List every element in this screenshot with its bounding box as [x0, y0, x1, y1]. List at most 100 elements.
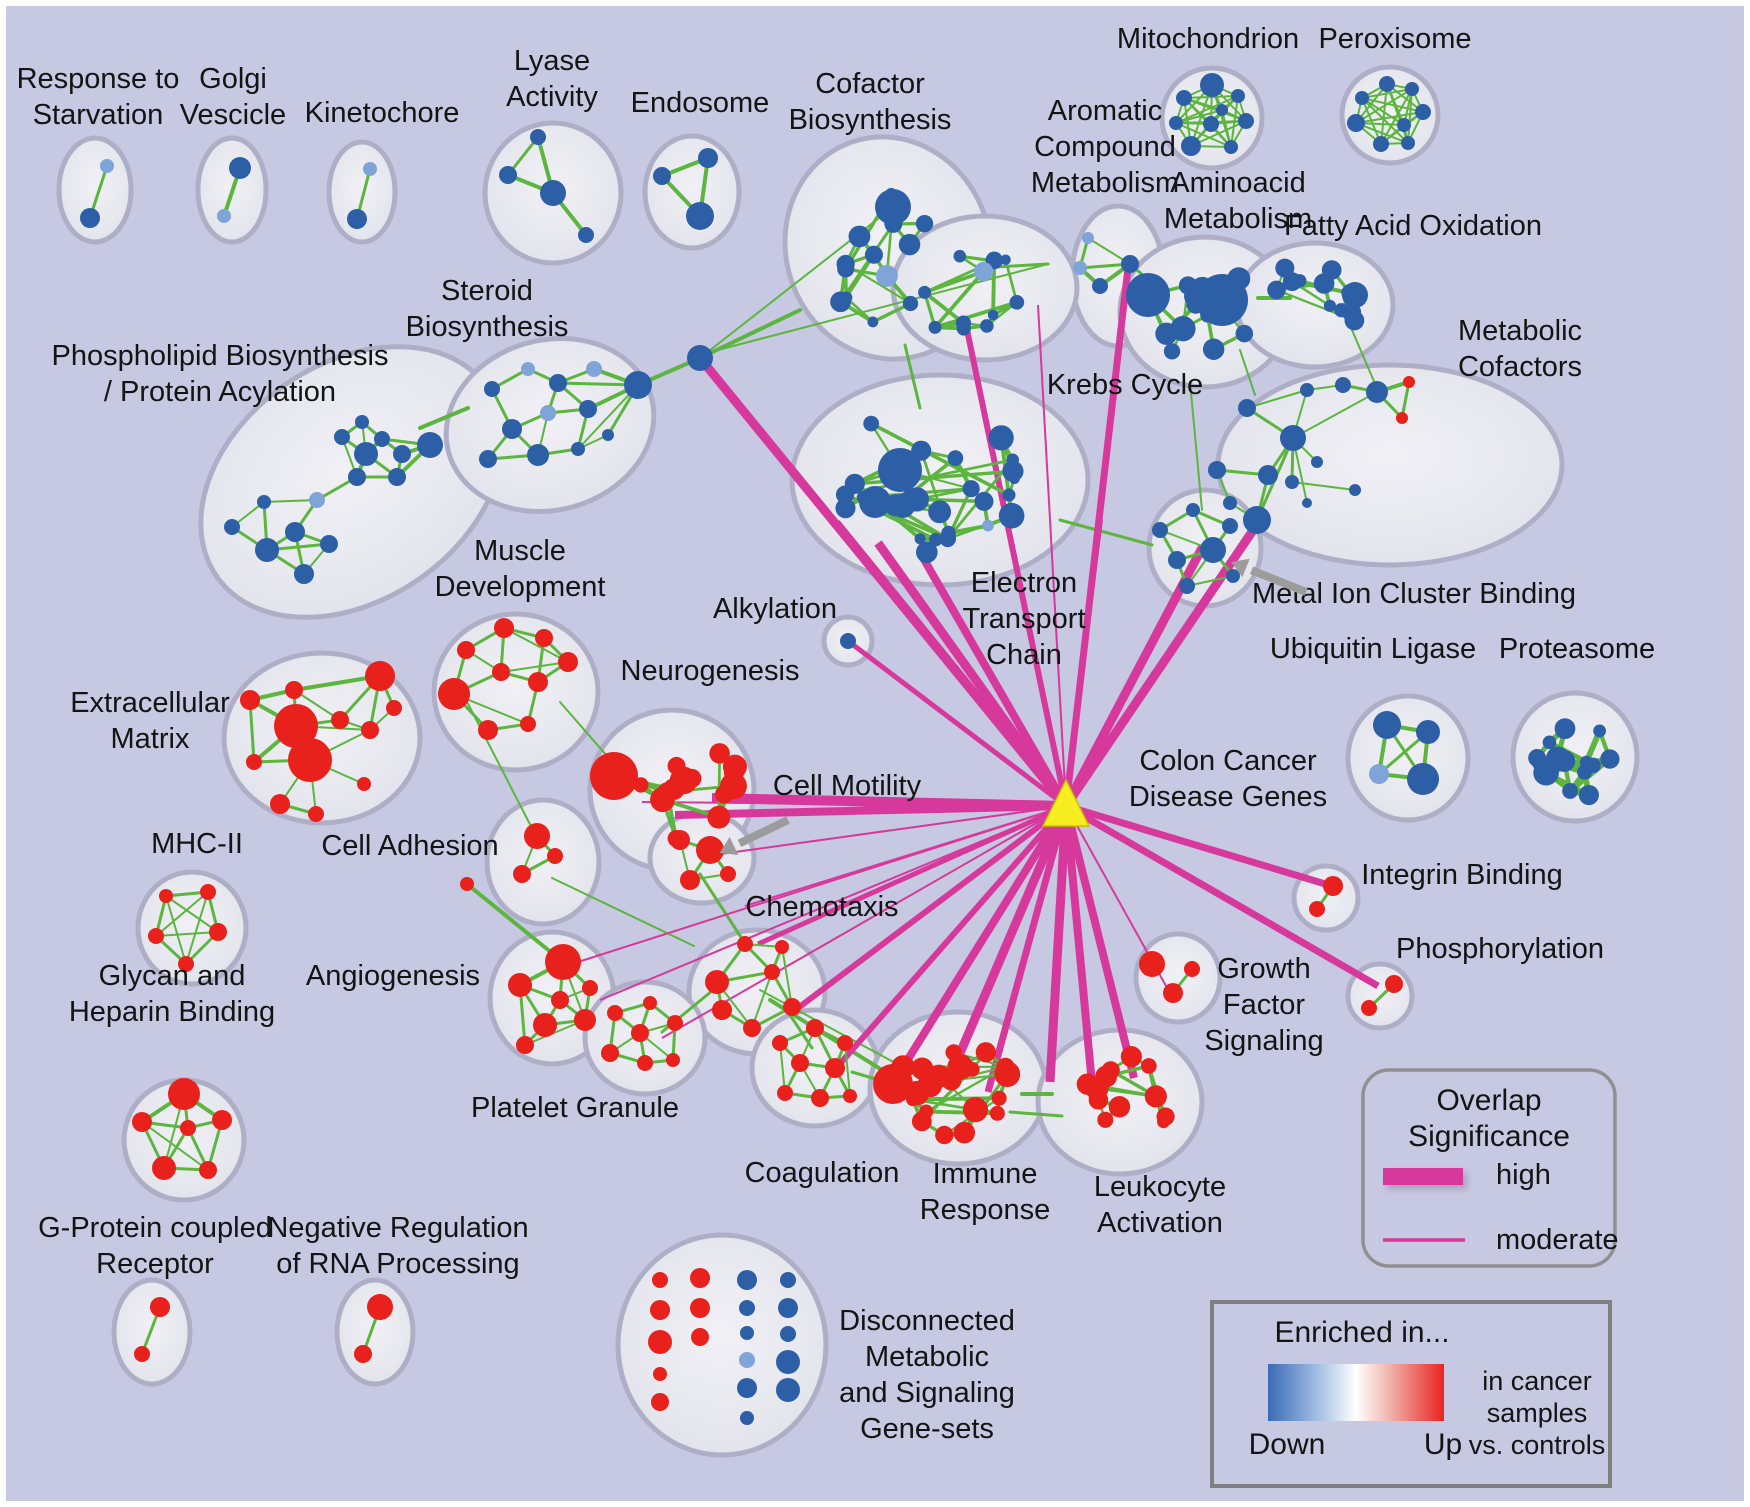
gene-set-node — [331, 711, 349, 729]
cluster-label-disconnected-gene-sets: Disconnected — [839, 1305, 1015, 1337]
enrichment-edge — [165, 895, 219, 933]
enrichment-edge — [165, 895, 187, 965]
gene-set-node — [772, 1035, 788, 1051]
cross-cluster-edge — [1239, 349, 1256, 396]
gene-set-node — [900, 489, 923, 512]
enrichment-edge — [1361, 97, 1405, 126]
cluster-angiogenesis — [508, 944, 598, 1054]
gene-set-node — [540, 405, 556, 421]
cluster-label-integrin-binding: Integrin Binding — [1361, 859, 1563, 891]
gene-set-node — [535, 629, 553, 647]
cluster-label-fatty-acid-oxidation: Fatty Acid Oxidation — [1284, 210, 1542, 242]
cluster-label-leukocyte-activation: Activation — [1097, 1207, 1223, 1239]
gene-set-node — [709, 743, 730, 764]
gene-set-node — [80, 208, 100, 228]
gene-set-node — [1407, 763, 1439, 795]
gene-set-node — [720, 866, 736, 882]
gene-set-node — [666, 1053, 680, 1067]
gene-set-node — [837, 260, 855, 278]
gene-set-node — [601, 1044, 619, 1062]
gene-set-node — [1155, 322, 1178, 345]
cluster-label-golgi-vescicle: Golgi — [199, 63, 267, 95]
gene-set-node — [840, 633, 856, 649]
legend-overlap-title: Significance — [1408, 1120, 1570, 1153]
gene-set-node — [878, 448, 922, 492]
gene-set-node — [200, 884, 216, 900]
enrichment-edge — [185, 891, 209, 965]
cluster-label-platelet-granule: Platelet Granule — [471, 1092, 679, 1124]
gene-set-node — [1231, 89, 1245, 103]
gene-set-node — [1229, 268, 1250, 289]
gene-set-node — [964, 1061, 980, 1077]
gene-set-node — [806, 1019, 824, 1037]
gene-set-node — [1373, 711, 1401, 739]
cluster-label-disconnected-gene-sets: Metabolic — [865, 1341, 989, 1373]
enrichment-edge — [1355, 88, 1413, 124]
enrichment-edge — [1400, 380, 1411, 420]
gene-set-node — [374, 431, 390, 447]
legend-enriched-context: vs. controls — [1469, 1430, 1606, 1460]
cluster-label-glycan-heparin-binding: Heparin Binding — [69, 996, 275, 1028]
enrichment-edge — [925, 1065, 1007, 1113]
cluster-krebs-cycle — [918, 249, 1025, 336]
gene-set-node — [989, 1105, 1005, 1121]
enrichment-edge — [922, 269, 986, 295]
gene-set-node — [1311, 456, 1323, 468]
cluster-lyase-activity — [499, 129, 594, 243]
cluster-immune-response — [873, 1042, 1021, 1145]
cluster-muscle-development — [438, 618, 578, 740]
gene-set-node — [168, 1078, 200, 1110]
gene-set-node — [386, 700, 402, 716]
gene-set-node — [547, 848, 563, 864]
cluster-label-steroid-biosynthesis: Biosynthesis — [406, 311, 569, 343]
gene-set-node — [1200, 307, 1216, 323]
overlap-edge-high — [1064, 802, 1380, 990]
gene-set-node — [502, 419, 522, 439]
gene-set-node — [240, 690, 260, 710]
gene-set-node — [460, 877, 474, 891]
gene-set-node — [652, 1272, 668, 1288]
gene-set-node — [875, 189, 911, 225]
gene-set-node — [858, 490, 871, 503]
gene-set-node — [1396, 412, 1408, 424]
gene-set-node — [1554, 718, 1576, 740]
gene-set-node — [361, 721, 379, 739]
gene-set-node — [1243, 506, 1271, 534]
cluster-label-krebs-cycle: Krebs Cycle — [1047, 369, 1203, 401]
cluster-region-growth-factor-signaling — [1133, 931, 1223, 1025]
enrichment-edge — [1291, 481, 1356, 491]
gene-set-node — [1168, 551, 1186, 569]
gene-set-node — [929, 532, 943, 547]
gene-set-node — [690, 1268, 710, 1288]
gene-set-node — [132, 1112, 152, 1132]
gene-set-node — [1120, 1046, 1142, 1068]
gene-set-node — [723, 762, 745, 783]
gene-set-node — [962, 480, 980, 498]
gene-set-node — [1224, 140, 1238, 154]
gene-set-node — [1373, 136, 1389, 152]
cross-cluster-edge — [698, 872, 750, 950]
cluster-label-angiogenesis: Angiogenesis — [306, 960, 480, 992]
gene-set-node — [740, 1326, 754, 1340]
legend-high-label: high — [1496, 1159, 1551, 1191]
gene-set-node — [178, 956, 194, 972]
gene-set-node — [864, 245, 883, 264]
gene-set-node — [776, 1350, 800, 1374]
gene-set-node — [308, 806, 324, 822]
gene-set-node — [549, 374, 567, 392]
gene-set-node — [791, 1054, 809, 1072]
enrichment-gradient-bar — [1268, 1364, 1444, 1421]
enrichment-edge — [155, 891, 209, 937]
gene-set-node — [574, 1009, 596, 1031]
gene-set-node — [1349, 484, 1361, 496]
enrichment-edge — [1292, 391, 1378, 439]
legend-down-label: Down — [1249, 1428, 1326, 1461]
cluster-phosphorylation — [1361, 975, 1403, 1016]
cluster-label-proteasome: Proteasome — [1499, 633, 1655, 665]
overlap-edge-high — [896, 803, 1070, 1075]
gene-set-node — [1280, 425, 1306, 451]
cluster-label-coagulation: Coagulation — [745, 1157, 900, 1189]
gene-set-node — [991, 1090, 1007, 1106]
gene-set-node — [783, 998, 801, 1016]
gene-set-node — [643, 996, 657, 1010]
